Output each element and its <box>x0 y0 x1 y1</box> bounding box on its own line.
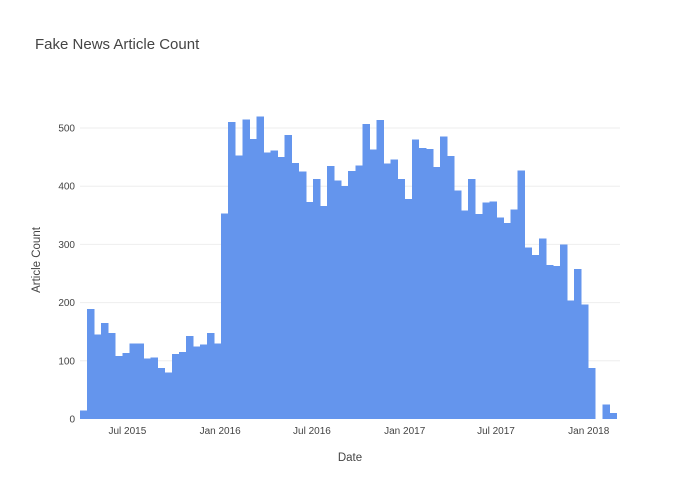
bar <box>348 171 356 419</box>
bar <box>588 367 596 419</box>
bar <box>228 122 236 420</box>
bar <box>468 179 476 419</box>
y-axis-ticks: 0 100 200 300 400 500 <box>58 124 75 426</box>
y-tick-label: 200 <box>58 298 75 309</box>
bar <box>560 244 568 419</box>
bar <box>171 353 180 419</box>
bar <box>369 149 377 419</box>
bar <box>432 166 441 419</box>
bar <box>277 157 286 419</box>
bar <box>327 165 335 419</box>
bar <box>510 209 519 419</box>
bar <box>242 119 250 420</box>
bar <box>298 171 307 419</box>
bar <box>454 190 462 419</box>
bar <box>87 309 95 419</box>
bar <box>164 372 173 419</box>
x-axis-title: Date <box>338 452 362 464</box>
bar <box>192 346 201 419</box>
bar <box>263 152 271 419</box>
bar <box>602 404 610 419</box>
bar <box>207 332 215 419</box>
bar <box>150 357 159 419</box>
bar <box>185 335 194 419</box>
x-tick-label: Jul 2015 <box>108 426 146 437</box>
bar <box>355 165 363 419</box>
bar <box>341 186 349 419</box>
bar <box>609 413 617 419</box>
x-tick-label: Jan 2017 <box>384 426 426 437</box>
bar <box>531 254 540 419</box>
bar <box>143 358 151 419</box>
bar <box>334 180 342 419</box>
bar <box>200 344 208 419</box>
bar <box>397 179 406 419</box>
bar <box>312 179 321 419</box>
bar <box>256 116 264 420</box>
bar <box>440 136 448 420</box>
bar <box>178 352 187 419</box>
x-tick-label: Jan 2018 <box>568 426 610 437</box>
y-tick-label: 500 <box>58 124 75 135</box>
bar <box>284 134 293 420</box>
bar <box>461 210 469 419</box>
bar <box>418 147 427 420</box>
bar <box>291 162 300 420</box>
bar <box>574 268 582 419</box>
bar <box>517 170 526 419</box>
bar <box>538 238 547 419</box>
bar <box>503 222 511 419</box>
bar <box>101 322 109 419</box>
bars <box>80 116 617 420</box>
bar <box>376 119 384 419</box>
bar <box>305 201 314 419</box>
bar <box>567 300 575 419</box>
bar <box>157 367 166 419</box>
y-tick-label: 0 <box>69 415 75 426</box>
bar <box>129 343 137 419</box>
bar <box>496 217 504 419</box>
bar <box>115 356 123 419</box>
x-tick-label: Jul 2017 <box>477 426 515 437</box>
bar <box>214 343 222 419</box>
y-tick-label: 300 <box>58 240 75 251</box>
y-tick-label: 400 <box>58 182 75 193</box>
bar <box>489 201 497 419</box>
bar <box>390 159 399 419</box>
x-tick-label: Jan 2016 <box>200 426 242 437</box>
bar <box>552 265 561 419</box>
x-tick-label: Jul 2016 <box>293 426 331 437</box>
bar <box>447 155 455 419</box>
bar <box>482 202 490 419</box>
bar <box>411 139 420 419</box>
bar <box>249 139 257 419</box>
x-axis-ticks: Jul 2015 Jan 2016 Jul 2016 Jan 2017 Jul 2017… <box>108 426 609 437</box>
bar <box>136 343 144 419</box>
bar <box>235 155 243 419</box>
bar <box>108 332 116 419</box>
bar <box>362 123 370 420</box>
bar <box>581 304 589 419</box>
bar <box>545 264 554 419</box>
bar <box>221 213 229 419</box>
y-tick-label: 100 <box>58 356 75 367</box>
bar <box>524 247 533 419</box>
bar <box>383 163 391 419</box>
y-axis-title: Article Count <box>31 226 43 293</box>
bar <box>425 148 434 419</box>
bar <box>475 214 483 419</box>
chart-title: Fake News Article Count <box>35 36 200 53</box>
bar <box>122 353 130 419</box>
bar <box>270 150 279 419</box>
bar <box>94 334 102 419</box>
bar <box>404 199 413 419</box>
bar <box>320 205 328 419</box>
bar <box>80 410 88 419</box>
